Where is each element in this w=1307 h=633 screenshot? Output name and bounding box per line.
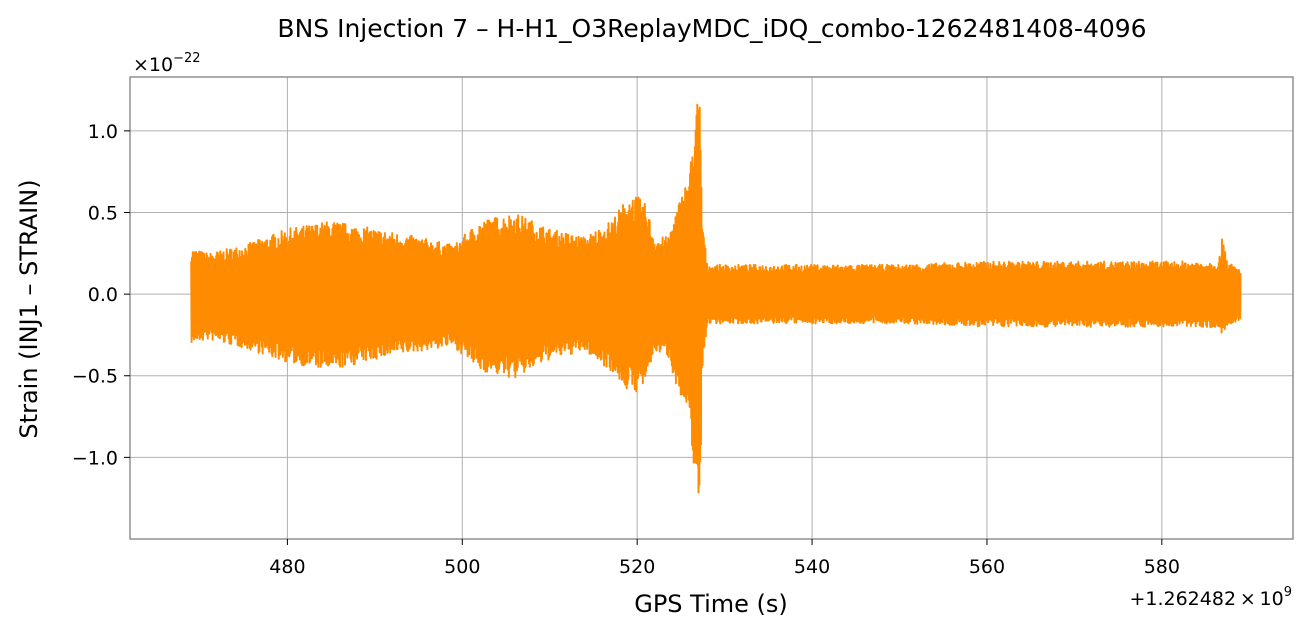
y-axis-title: Strain (INJ1 – STRAIN) [15, 179, 43, 438]
y-tick-label: −0.5 [72, 366, 118, 388]
x-axis-ticks: 480 500 520 540 560 580 [269, 539, 1180, 578]
y-axis-ticks: −1.0 −0.5 0.0 0.5 1.0 [72, 121, 130, 469]
strain-trace [190, 103, 1242, 494]
plot-frame [129, 76, 1294, 540]
y-tick-label: 1.0 [88, 121, 118, 143]
x-offset-label: +1.262482 × 109 [1129, 585, 1292, 610]
chart-title: BNS Injection 7 – H-H1_O3ReplayMDC_iDQ_c… [277, 14, 1146, 43]
x-tick-label: 500 [444, 556, 480, 578]
x-tick-label: 560 [969, 556, 1005, 578]
x-axis-title: GPS Time (s) [634, 590, 788, 618]
y-tick-label: −1.0 [72, 447, 118, 469]
x-tick-label: 520 [619, 556, 655, 578]
x-tick-label: 540 [794, 556, 830, 578]
x-tick-label: 480 [269, 556, 305, 578]
y-tick-label: 0.5 [88, 202, 118, 224]
strain-line [190, 103, 1242, 494]
y-scale-label: ×10−22 [133, 51, 201, 76]
x-tick-label: 580 [1144, 556, 1180, 578]
y-tick-label: 0.0 [88, 284, 118, 306]
